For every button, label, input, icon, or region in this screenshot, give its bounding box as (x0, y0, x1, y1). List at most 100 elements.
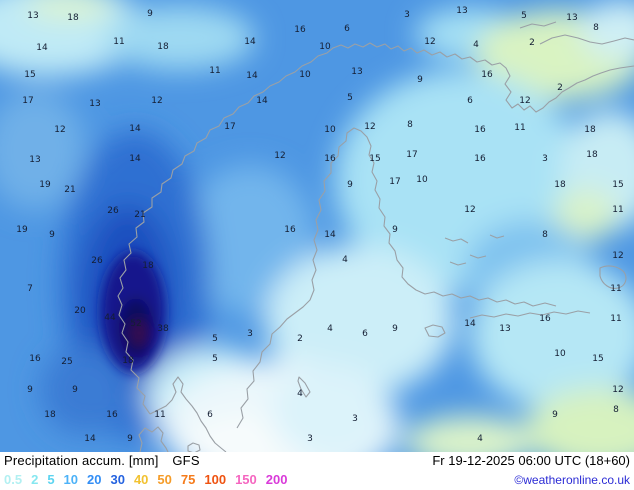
precip-value: 16 (474, 154, 486, 164)
unit-label: [mm] (128, 453, 159, 468)
coast-denmark (138, 426, 169, 452)
precip-value: 11 (610, 284, 621, 294)
coast-skagerrak (149, 376, 227, 452)
precip-value: 9 (392, 225, 398, 235)
product-label: Precipitation accum. (4, 453, 126, 468)
precip-value: 38 (157, 324, 169, 334)
legend-value-10: 10 (63, 472, 79, 487)
precip-value: 14 (129, 124, 141, 134)
precip-value: 9 (552, 410, 558, 420)
precip-value: 3 (307, 434, 313, 444)
lake-finland-4 (489, 234, 505, 239)
precip-value: 11 (154, 410, 165, 420)
precip-value: 17 (22, 96, 33, 106)
precip-value: 11 (113, 37, 124, 47)
precip-value: 4 (342, 255, 348, 265)
precip-value: 10 (416, 175, 428, 185)
precip-value: 6 (362, 329, 368, 339)
precip-value: 9 (147, 9, 153, 19)
precip-value: 16 (294, 25, 306, 35)
lake-finland-3 (449, 261, 467, 266)
precip-value: 14 (129, 154, 141, 164)
precip-value: 3 (404, 10, 410, 20)
legend-value-150: 150 (235, 472, 257, 487)
legend-value-0.5: 0.5 (4, 472, 23, 487)
coast-estonia (469, 310, 591, 319)
precip-value: 15 (24, 70, 35, 80)
precip-value: 14 (244, 37, 256, 47)
precip-value: 18 (67, 13, 79, 23)
precip-value: 13 (456, 6, 467, 16)
legend-scale: 0.5 2 5 10 20 30 40 50 75 100 150 200 (4, 472, 287, 487)
precip-value: 18 (142, 261, 154, 271)
precip-value: 9 (392, 324, 398, 334)
island-gotland (297, 376, 311, 398)
coastline-layer (117, 21, 634, 452)
lake-finland-1 (444, 237, 469, 244)
precip-value: 8 (593, 23, 599, 33)
precip-value: 14 (246, 71, 258, 81)
precip-value: 13 (566, 13, 577, 23)
precip-value: 17 (406, 150, 417, 160)
precip-value: 12 (274, 151, 285, 161)
precip-value: 4 (473, 40, 479, 50)
legend-value-100: 100 (204, 472, 227, 487)
precip-value: 16 (481, 70, 493, 80)
precip-value: 18 (584, 125, 596, 135)
precip-value: 16 (106, 410, 118, 420)
precip-value: 18 (554, 180, 566, 190)
precip-value: 21 (134, 210, 145, 220)
coast-bothnia-finland (236, 127, 557, 429)
precip-value: 12 (464, 205, 475, 215)
precip-value: 4 (297, 389, 303, 399)
legend-value-75: 75 (180, 472, 196, 487)
precip-value: 26 (107, 206, 119, 216)
precip-value: 2 (529, 38, 535, 48)
precip-value: 11 (612, 205, 623, 215)
legend-value-30: 30 (110, 472, 125, 487)
legend-value-2: 2 (31, 472, 39, 487)
precip-value: 16 (539, 314, 551, 324)
precip-value: 16 (474, 125, 486, 135)
precip-value: 12 (424, 37, 435, 47)
precip-value: 21 (64, 185, 75, 195)
coast-barents-fragment (519, 21, 557, 29)
map-title: Precipitation accum. [mm] GFS (4, 453, 200, 468)
precip-value: 6 (467, 96, 473, 106)
precip-value: 2 (297, 334, 303, 344)
legend-value-50: 50 (157, 472, 172, 487)
precip-value: 18 (122, 356, 134, 366)
precip-value: 4 (327, 324, 333, 334)
datetime-label: Fr 19-12-2025 06:00 UTC (18+60) (432, 453, 630, 468)
precip-value: 12 (54, 125, 65, 135)
precip-value: 9 (417, 75, 423, 85)
precip-value: 10 (319, 42, 331, 52)
copyright-link[interactable]: ©weatheronline.co.uk (514, 473, 630, 487)
precip-value: 10 (324, 125, 336, 135)
precip-value: 14 (36, 43, 48, 53)
precip-value: 8 (407, 120, 413, 130)
precip-value: 13 (29, 155, 40, 165)
precip-value: 10 (299, 70, 311, 80)
lake-finland-2 (469, 254, 487, 259)
precip-value: 15 (612, 180, 623, 190)
precip-value: 16 (284, 225, 296, 235)
precip-value: 9 (49, 230, 55, 240)
precip-value: 19 (39, 180, 51, 190)
precip-value: 3 (542, 154, 548, 164)
precip-value: 14 (256, 96, 268, 106)
precip-value: 9 (72, 385, 78, 395)
precip-value: 14 (324, 230, 336, 240)
precipitation-map[interactable]: 13 18 9 3 13 5 13 16 6 8 14 11 18 14 10 12 4 2 15 11 14 10 13 9… (0, 0, 634, 452)
precip-value: 9 (27, 385, 33, 395)
status-bar: Precipitation accum. [mm] GFS Fr 19-12-2… (0, 452, 634, 490)
island-zealand (187, 442, 201, 452)
precip-value: 8 (613, 405, 619, 415)
legend-value-20: 20 (87, 472, 102, 487)
precip-value: 8 (542, 230, 548, 240)
model-label: GFS (172, 453, 200, 468)
precip-value: 18 (157, 42, 169, 52)
